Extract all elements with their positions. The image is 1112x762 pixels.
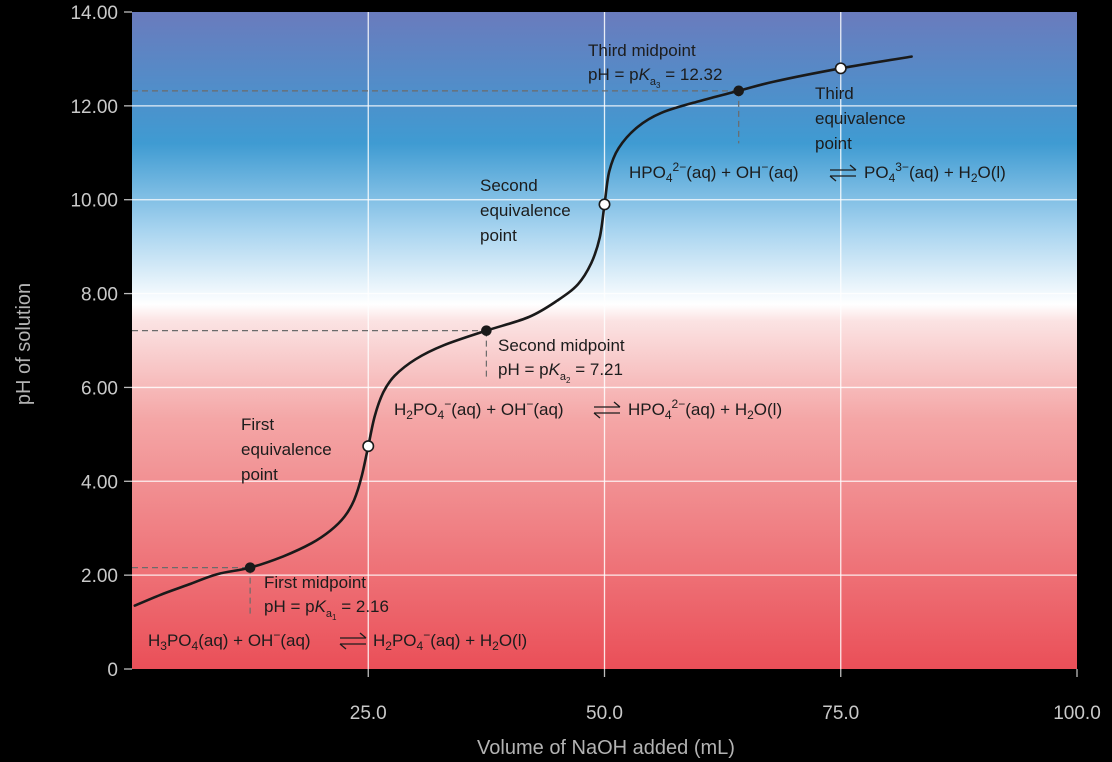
equivalence-point-marker <box>362 440 375 453</box>
svg-text:H2PO4−(aq) + OH−(aq): H2PO4−(aq) + OH−(aq) <box>394 397 564 422</box>
svg-text:pH = pKa2 = 7.21: pH = pKa2 = 7.21 <box>498 360 623 385</box>
equivalence-point-marker <box>834 62 847 75</box>
svg-text:point: point <box>815 134 852 153</box>
equation-1: H3PO4(aq) + OH−(aq) H2PO4−(aq) + H2O(l) <box>148 628 527 653</box>
y-tick-label: 12.00 <box>70 97 118 118</box>
svg-text:point: point <box>241 465 278 484</box>
svg-text:equivalence: equivalence <box>815 109 906 128</box>
svg-text:Second midpoint: Second midpoint <box>498 336 625 355</box>
svg-text:H2PO4−(aq) + H2O(l): H2PO4−(aq) + H2O(l) <box>373 628 527 653</box>
svg-text:First: First <box>241 415 274 434</box>
svg-text:HPO42−(aq) + H2O(l): HPO42−(aq) + H2O(l) <box>628 397 782 422</box>
svg-text:pH = pKa1 = 2.16: pH = pKa1 = 2.16 <box>264 597 389 622</box>
svg-text:Third midpoint: Third midpoint <box>588 41 696 60</box>
svg-text:Third: Third <box>815 84 854 103</box>
y-tick-label: 8.00 <box>81 285 118 306</box>
svg-text:First midpoint: First midpoint <box>264 573 366 592</box>
first-equivalence-label: First equivalence point <box>241 415 332 484</box>
y-tick-label: 2.00 <box>81 566 118 587</box>
y-tick-label: 10.00 <box>70 191 118 212</box>
third-midpoint-label: Third midpoint pH = pKa3 = 12.32 <box>588 41 722 90</box>
midpoint-marker <box>481 325 492 336</box>
x-tick-label: 25.0 <box>350 703 387 724</box>
x-tick-label: 75.0 <box>822 703 859 724</box>
y-tick-label: 4.00 <box>81 472 118 493</box>
grid-lines <box>132 12 1077 669</box>
titration-curve <box>133 55 913 607</box>
svg-text:equivalence: equivalence <box>480 201 571 220</box>
midpoint-marker <box>733 85 744 97</box>
y-tick-label: 14.00 <box>70 3 118 24</box>
x-tick-label: 100.0 <box>1053 703 1101 724</box>
equivalence-point-marker <box>598 198 611 211</box>
svg-text:pH = pKa3 = 12.32: pH = pKa3 = 12.32 <box>588 65 722 90</box>
svg-text:equivalence: equivalence <box>241 440 332 459</box>
midpoint-marker <box>244 562 256 573</box>
x-tick-label: 50.0 <box>586 703 623 724</box>
curve-points <box>244 62 847 573</box>
equation-2: H2PO4−(aq) + OH−(aq) HPO42−(aq) + H2O(l) <box>394 397 782 422</box>
svg-text:H3PO4(aq) + OH−(aq): H3PO4(aq) + OH−(aq) <box>148 628 311 653</box>
y-tick-label: 6.00 <box>81 378 118 399</box>
equation-3: HPO42−(aq) + OH−(aq) PO43−(aq) + H2O(l) <box>629 160 1006 185</box>
svg-text:HPO42−(aq) + OH−(aq): HPO42−(aq) + OH−(aq) <box>629 160 799 185</box>
tick-labels: 0 2.00 4.00 6.00 8.00 10.00 12.00 14.00 25.0 50.0… <box>70 3 1100 724</box>
first-midpoint-label: First midpoint pH = pKa1 = 2.16 <box>264 573 389 622</box>
x-axis-title: Volume of NaOH added (mL) <box>477 737 735 759</box>
y-axis-title: pH of solution <box>13 283 35 405</box>
reference-lines <box>132 90 740 618</box>
y-tick-label: 0 <box>107 660 118 681</box>
third-equivalence-label: Third equivalence point <box>815 84 906 153</box>
second-equivalence-label: Second equivalence point <box>480 176 571 245</box>
svg-text:point: point <box>480 226 517 245</box>
svg-text:PO43−(aq) + H2O(l): PO43−(aq) + H2O(l) <box>864 160 1006 185</box>
second-midpoint-label: Second midpoint pH = pKa2 = 7.21 <box>498 336 625 385</box>
svg-text:Second: Second <box>480 176 538 195</box>
